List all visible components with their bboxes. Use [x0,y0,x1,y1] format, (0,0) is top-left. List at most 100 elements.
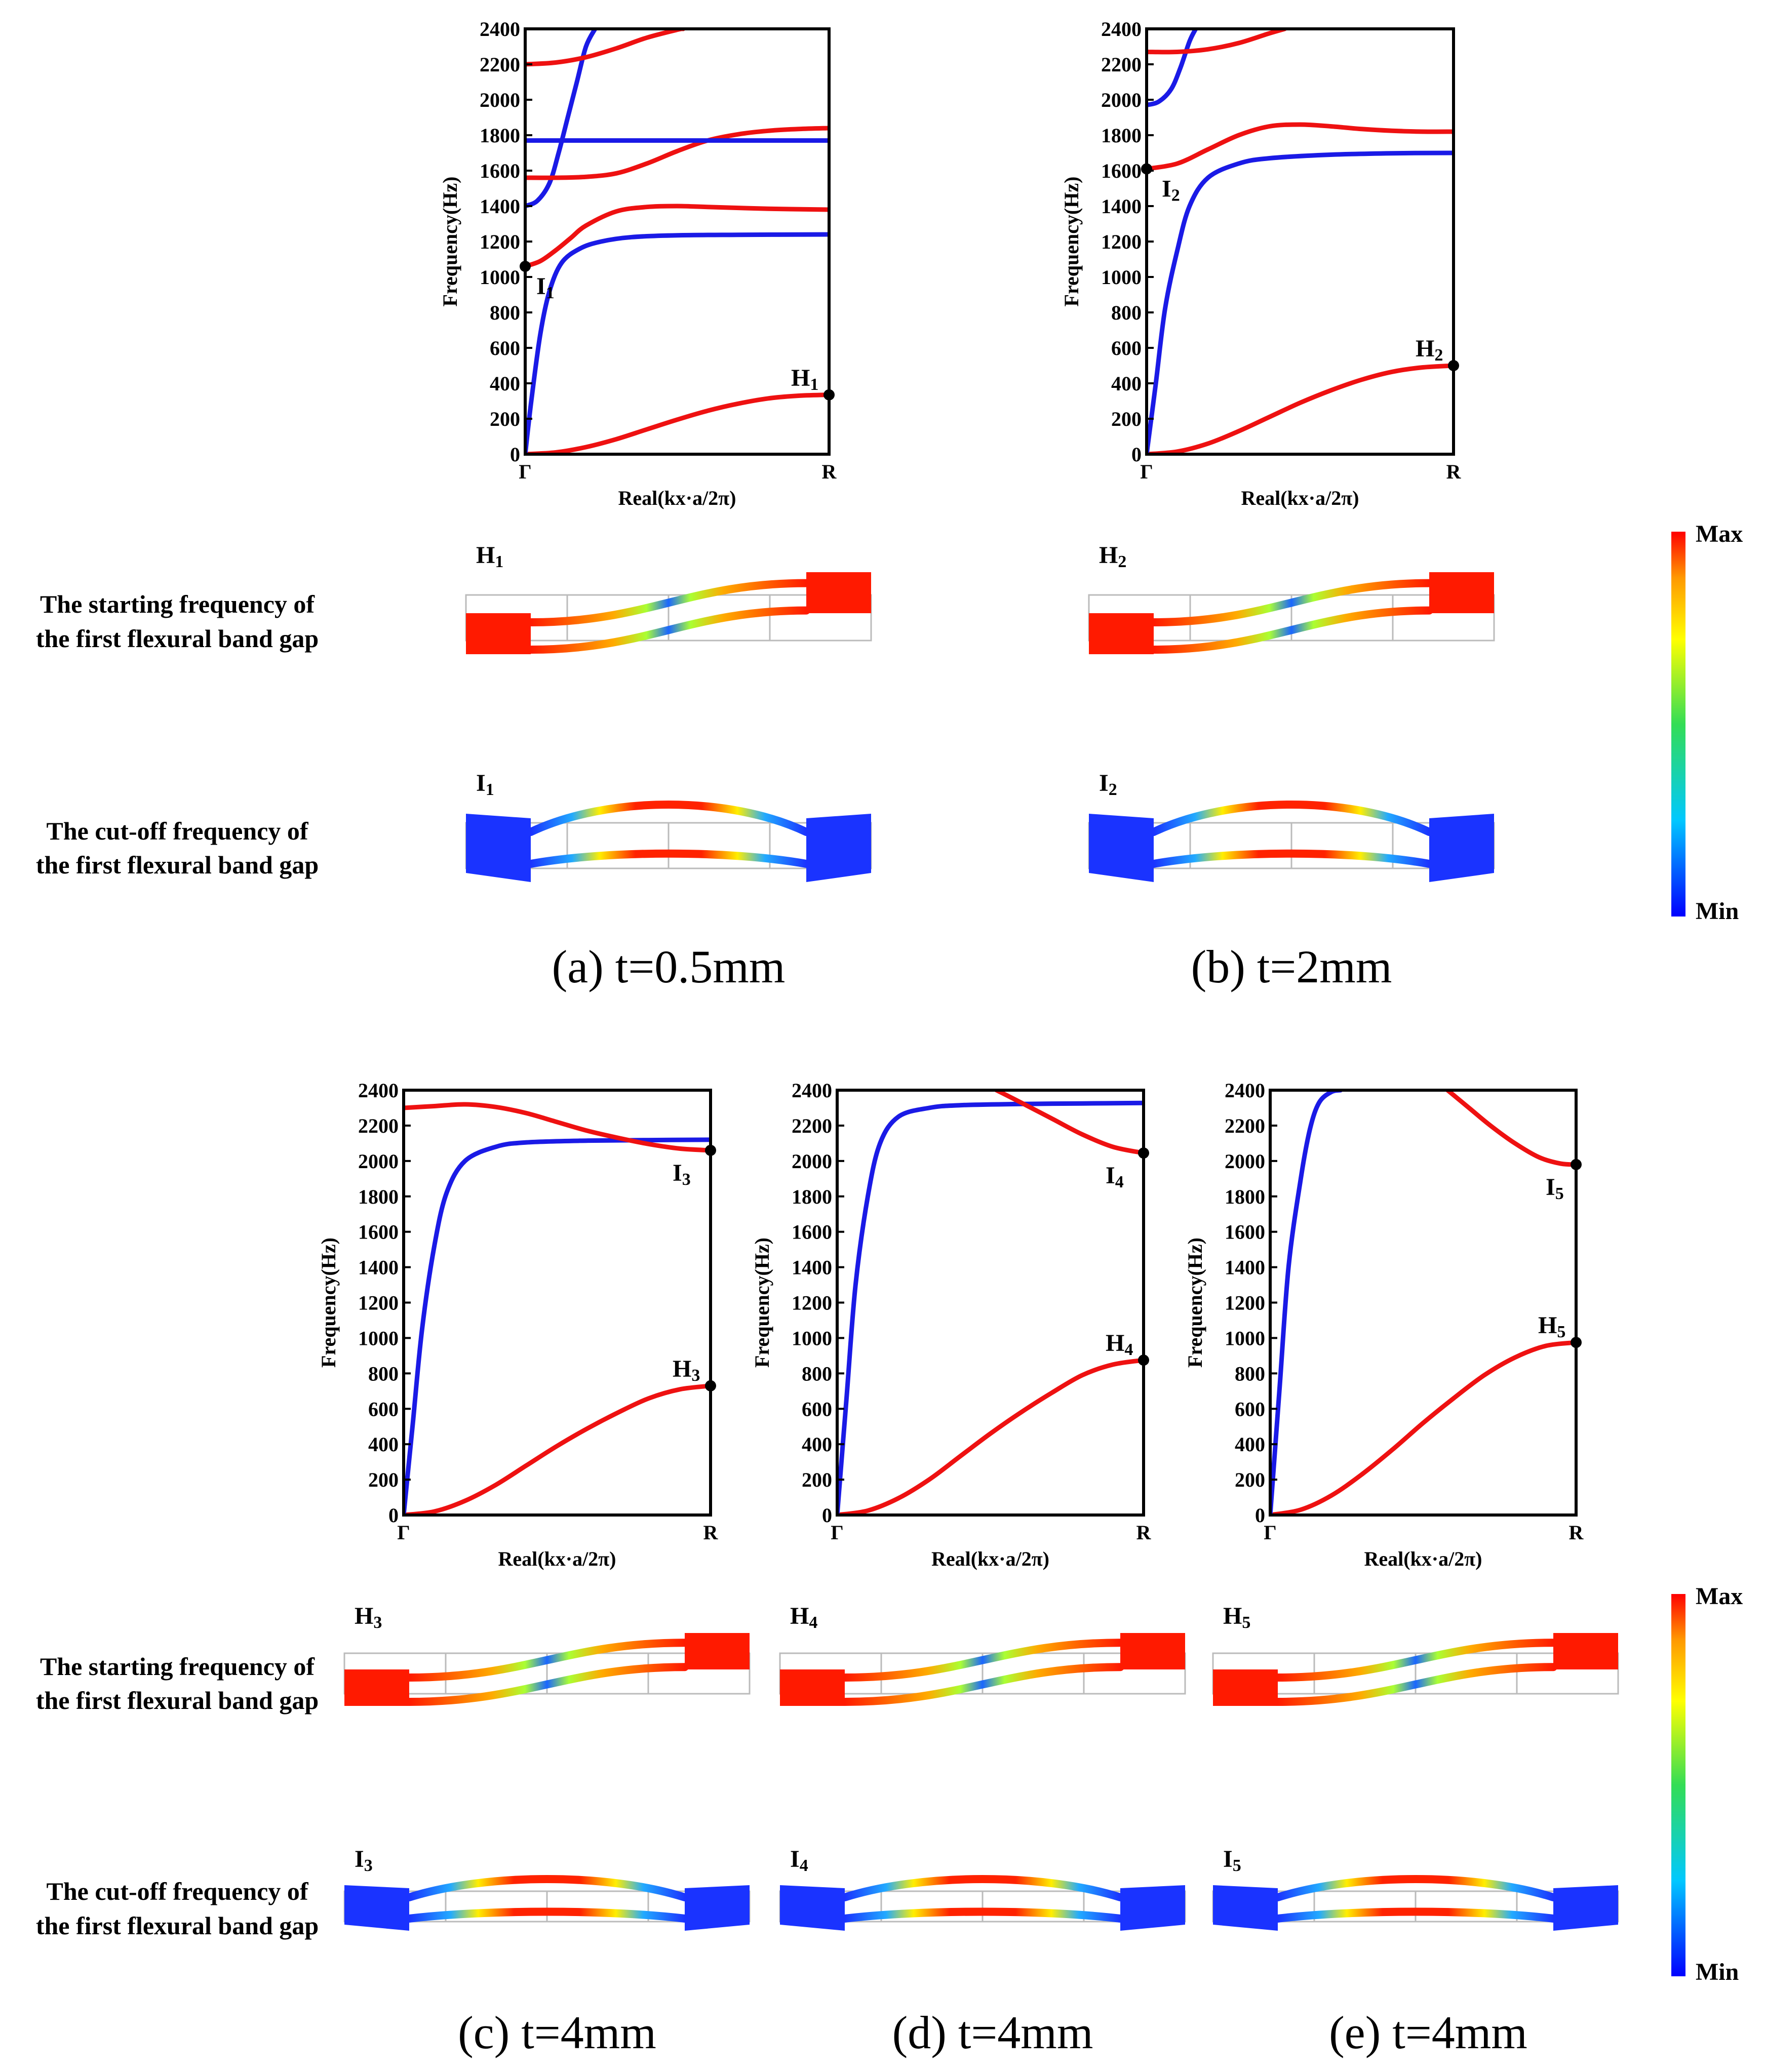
mode-shape-I-2: I2 [1088,770,1495,882]
mode-left-block [780,1669,845,1706]
chart-3-marker-label-I: I4 [1106,1162,1124,1191]
colorbar-top-min: Min [1696,898,1739,925]
chart-0-ytick-label: 2200 [480,53,520,76]
chart-3-xtick-gamma: Γ [831,1521,843,1544]
chart-4-ytick-label: 600 [1235,1398,1265,1420]
chart-1-line-blue-2 [1147,29,1198,107]
mode-right-block [1553,1885,1618,1931]
chart-1-ylabel: Frequency(Hz) [1060,177,1083,307]
mode-left-block [780,1885,845,1931]
chart-2-marker-H [705,1380,716,1391]
chart-1-ytick-label: 1000 [1101,266,1142,289]
chart-2-xtick-r: R [703,1521,719,1544]
mode-ligament-upper [841,1639,1124,1682]
colorbar-bottom-max: Max [1696,1583,1743,1610]
chart-1-ytick-label: 2400 [1101,18,1142,41]
mode-label-I: I4 [790,1846,808,1875]
mode-ligament-upper [1150,579,1433,626]
chart-0-ytick-label: 800 [490,301,520,324]
mode-ligament-lower [405,1663,689,1706]
chart-1-ytick-label: 600 [1111,337,1142,360]
chart-1-series [1147,29,1454,454]
chart-1-ytick-label: 400 [1111,372,1142,395]
chart-1: 0 200 400 600 800 1000 1200 1400 1600 1800 2000 220… [1060,18,1462,509]
chart-3-ytick-label: 2400 [792,1079,832,1102]
chart-0-ytick-label: 1000 [480,266,520,289]
chart-3-ylabel: Frequency(Hz) [751,1238,773,1368]
chart-1-line-blue-1 [1147,150,1454,454]
chart-4-ytick-label: 1600 [1225,1221,1265,1244]
chart-4-line-red-1 [1270,1340,1576,1515]
colorbar-top-scale [1671,532,1685,917]
chart-1-frame [1145,27,1455,456]
mode-ligament-lower [1274,1907,1557,1923]
mode-ligament-lower [1150,606,1433,654]
chart-1-ytick-label: 800 [1111,301,1142,324]
mode-ligament-upper [1274,1875,1557,1901]
chart-2-ytick-label: 1200 [358,1292,399,1314]
mode-shape-I-3: I3 [343,1846,751,1931]
chart-0-marker-H [823,389,835,401]
chart-0-ytick-label: 400 [490,372,520,395]
chart-0-line-blue-1 [525,232,829,454]
chart-4-line-red-2 [1445,1090,1576,1167]
chart-0-marker-label-I: I1 [536,273,555,302]
chart-3: 0 200 400 600 800 1000 1200 1400 1600 1800 2000 220… [751,1079,1152,1570]
colorbar-top: Max Min [1671,521,1743,925]
mode-shape-H-1: H1 [465,542,872,654]
chart-4-ytick-label: 800 [1235,1362,1265,1385]
row-label-start-line2: the first flexural band gap [36,624,319,653]
mode-shape-H-5: H5 [1212,1603,1619,1706]
chart-0-ytick-label: 0 [510,443,520,466]
chart-3-frame [836,1089,1145,1517]
chart-3-ytick-label: 1000 [792,1327,832,1349]
mode-left-block [344,1669,409,1706]
mode-ligament-upper [841,1875,1124,1901]
mode-ligament-upper [1150,801,1433,836]
chart-1-marker-I [1141,163,1152,175]
chart-4-ytick-label: 1800 [1225,1185,1265,1208]
chart-4-ytick-label: 1000 [1225,1327,1265,1349]
chart-4-marker-label-H: H5 [1538,1312,1565,1341]
chart-0-ytick-label: 1600 [480,160,520,182]
row-label-cut-line1: The cut-off frequency of [46,817,308,845]
chart-0-frame [524,27,831,456]
chart-3-ytick-label: 1800 [792,1185,832,1208]
chart-3-line-blue-1 [837,1100,1144,1515]
chart-3-ytick-label: 800 [802,1362,832,1385]
chart-0-ytick-label: 2400 [480,18,520,41]
chart-1-ytick-label: 2000 [1101,89,1142,111]
chart-3-xtick-r: R [1136,1521,1152,1544]
mode-right-block [1553,1633,1618,1669]
mode-right-block [1120,1885,1185,1931]
chart-4-marker-I [1571,1159,1582,1170]
chart-1-ytick-label: 1600 [1101,160,1142,182]
chart-2: 0 200 400 600 800 1000 1200 1400 1600 1800 2000 220… [317,1079,719,1570]
chart-3-xlabel: Real(kx·a/2π) [931,1547,1049,1570]
chart-1-line-red-2 [1147,122,1454,171]
chart-2-line-red-1 [404,1383,711,1515]
chart-2-ytick-label: 1800 [358,1185,399,1208]
mode-shape-H-2: H2 [1088,542,1495,654]
mode-right-block [806,572,871,613]
mode-right-block [1120,1633,1185,1669]
chart-1-marker-label-I: I2 [1162,176,1180,205]
chart-2-ytick-label: 400 [368,1433,399,1456]
mode-left-block [1213,1669,1278,1706]
charts: 0200400600800100012001400160018002000220… [317,18,1584,1570]
chart-1-xlabel: Real(kx·a/2π) [1241,487,1359,509]
chart-2-line-red-2 [404,1102,711,1153]
mode-ligament-lower [527,849,810,868]
row-label-start-line2-b: the first flexural band gap [36,1686,319,1715]
mode-ligament-lower [527,606,810,654]
chart-0-marker-I [520,261,531,272]
mode-label-H: H1 [476,542,503,571]
caption-a: (a) t=0.5mm [552,941,786,992]
chart-0-line-blue-2 [525,29,598,209]
chart-4-ytick-label: 400 [1235,1433,1265,1456]
caption-e: (e) t=4mm [1329,2007,1527,2058]
mode-ligament-lower [1274,1663,1557,1706]
chart-4-ytick-label: 1400 [1225,1256,1265,1279]
chart-1-xtick-r: R [1446,460,1462,483]
